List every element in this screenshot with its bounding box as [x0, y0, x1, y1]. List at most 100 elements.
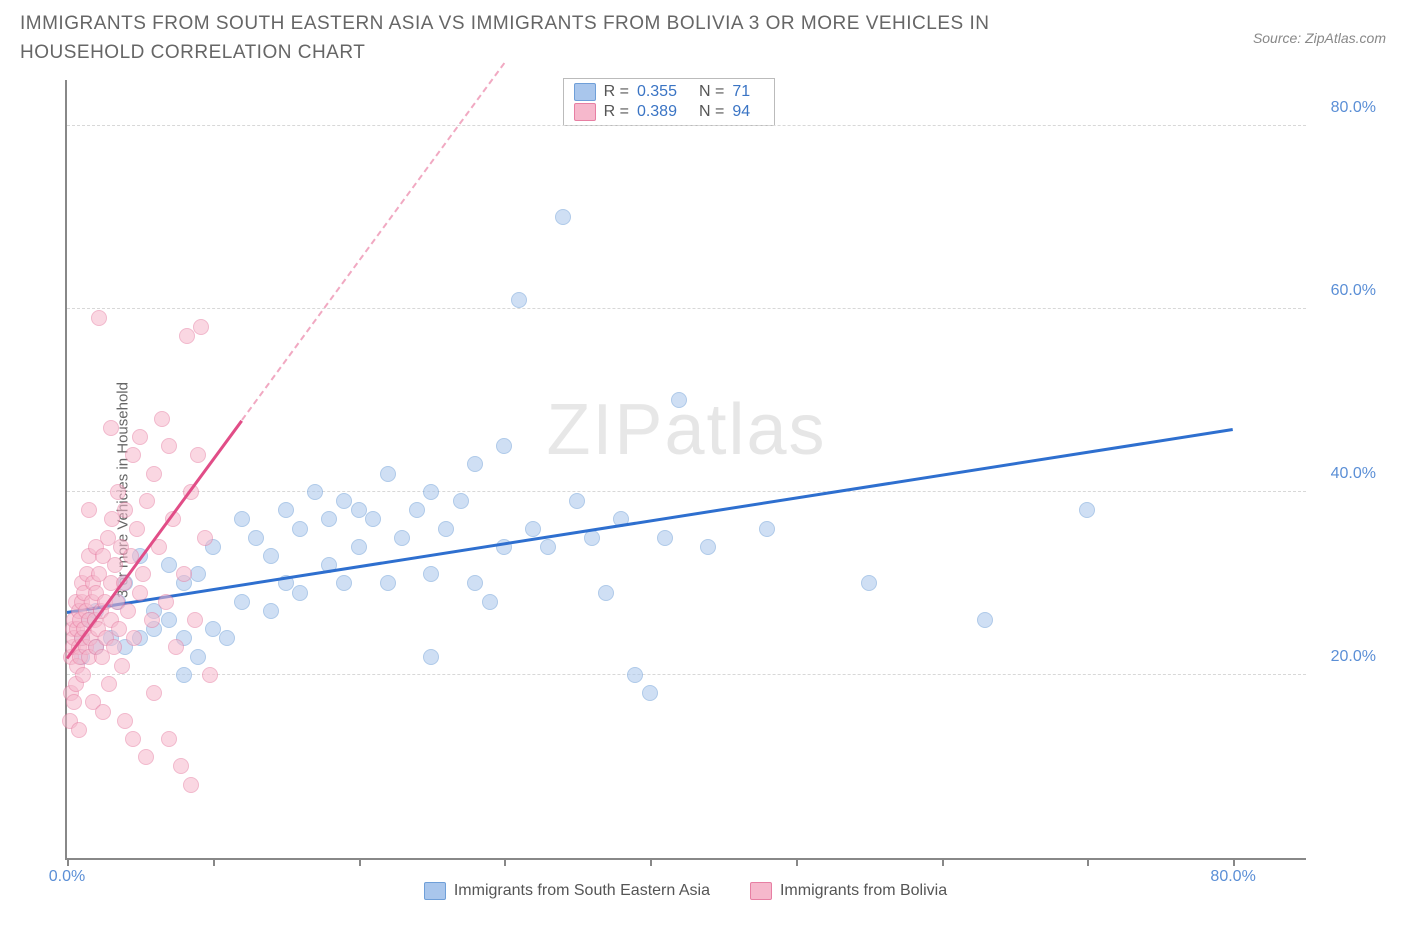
data-point [139, 493, 155, 509]
data-point [187, 612, 203, 628]
data-point [114, 658, 130, 674]
data-point [234, 511, 250, 527]
data-point [66, 694, 82, 710]
r-label: R = [604, 103, 629, 121]
data-point [1079, 502, 1095, 518]
data-point [467, 456, 483, 472]
trend-line [241, 62, 505, 420]
data-point [81, 502, 97, 518]
data-point [75, 667, 91, 683]
data-point [103, 420, 119, 436]
legend-label-b: Immigrants from Bolivia [780, 882, 947, 900]
data-point [540, 539, 556, 555]
data-point [351, 502, 367, 518]
data-point [91, 310, 107, 326]
watermark-zip: ZIP [546, 390, 664, 470]
data-point [263, 603, 279, 619]
data-point [146, 466, 162, 482]
data-point [861, 575, 877, 591]
x-tick [650, 858, 652, 866]
data-point [144, 612, 160, 628]
r-label: R = [604, 83, 629, 101]
data-point [336, 493, 352, 509]
data-point [117, 502, 133, 518]
data-point [248, 530, 264, 546]
data-point [158, 594, 174, 610]
swatch-series-b [574, 103, 596, 121]
data-point [292, 521, 308, 537]
data-point [496, 438, 512, 454]
gridline-h [67, 674, 1306, 675]
r-value-b: 0.389 [637, 103, 677, 121]
data-point [71, 722, 87, 738]
data-point [511, 292, 527, 308]
n-value-a: 71 [732, 83, 750, 101]
data-point [627, 667, 643, 683]
data-point [263, 548, 279, 564]
data-point [642, 685, 658, 701]
data-point [126, 630, 142, 646]
x-tick [504, 858, 506, 866]
data-point [190, 447, 206, 463]
data-point [161, 438, 177, 454]
stats-row-series-b: R = 0.389 N = 94 [574, 103, 765, 121]
n-value-b: 94 [732, 103, 750, 121]
data-point [977, 612, 993, 628]
data-point [219, 630, 235, 646]
x-tick [213, 858, 215, 866]
legend-label-a: Immigrants from South Eastern Asia [454, 882, 710, 900]
data-point [154, 411, 170, 427]
x-tick [1087, 858, 1089, 866]
gridline-h [67, 125, 1306, 126]
gridline-h [67, 491, 1306, 492]
data-point [234, 594, 250, 610]
data-point [409, 502, 425, 518]
data-point [467, 575, 483, 591]
y-tick-label: 20.0% [1316, 648, 1376, 666]
n-label: N = [699, 83, 724, 101]
data-point [423, 484, 439, 500]
swatch-series-b [750, 882, 772, 900]
data-point [197, 530, 213, 546]
data-point [125, 447, 141, 463]
data-point [351, 539, 367, 555]
data-point [168, 639, 184, 655]
data-point [138, 749, 154, 765]
data-point [146, 685, 162, 701]
watermark-atlas: atlas [664, 390, 826, 470]
gridline-h [67, 308, 1306, 309]
x-tick [1233, 858, 1235, 866]
x-tick [796, 858, 798, 866]
legend-item-a: Immigrants from South Eastern Asia [424, 882, 710, 900]
data-point [107, 557, 123, 573]
data-point [132, 429, 148, 445]
swatch-series-a [424, 882, 446, 900]
data-point [657, 530, 673, 546]
data-point [179, 328, 195, 344]
y-tick-label: 80.0% [1316, 99, 1376, 117]
data-point [438, 521, 454, 537]
data-point [193, 319, 209, 335]
data-point [365, 511, 381, 527]
data-point [307, 484, 323, 500]
data-point [176, 566, 192, 582]
data-point [101, 676, 117, 692]
data-point [135, 566, 151, 582]
scatter-plot: ZIPatlas R = 0.355 N = 71 R = 0.389 N = … [65, 80, 1306, 860]
stats-legend: R = 0.355 N = 71 R = 0.389 N = 94 [563, 78, 776, 126]
data-point [132, 585, 148, 601]
data-point [336, 575, 352, 591]
data-point [380, 466, 396, 482]
x-tick [359, 858, 361, 866]
data-point [423, 566, 439, 582]
source-label: Source: ZipAtlas.com [1253, 30, 1386, 46]
data-point [176, 667, 192, 683]
y-tick-label: 40.0% [1316, 465, 1376, 483]
data-point [394, 530, 410, 546]
data-point [671, 392, 687, 408]
data-point [278, 502, 294, 518]
data-point [120, 603, 136, 619]
data-point [95, 704, 111, 720]
legend-item-b: Immigrants from Bolivia [750, 882, 947, 900]
data-point [173, 758, 189, 774]
